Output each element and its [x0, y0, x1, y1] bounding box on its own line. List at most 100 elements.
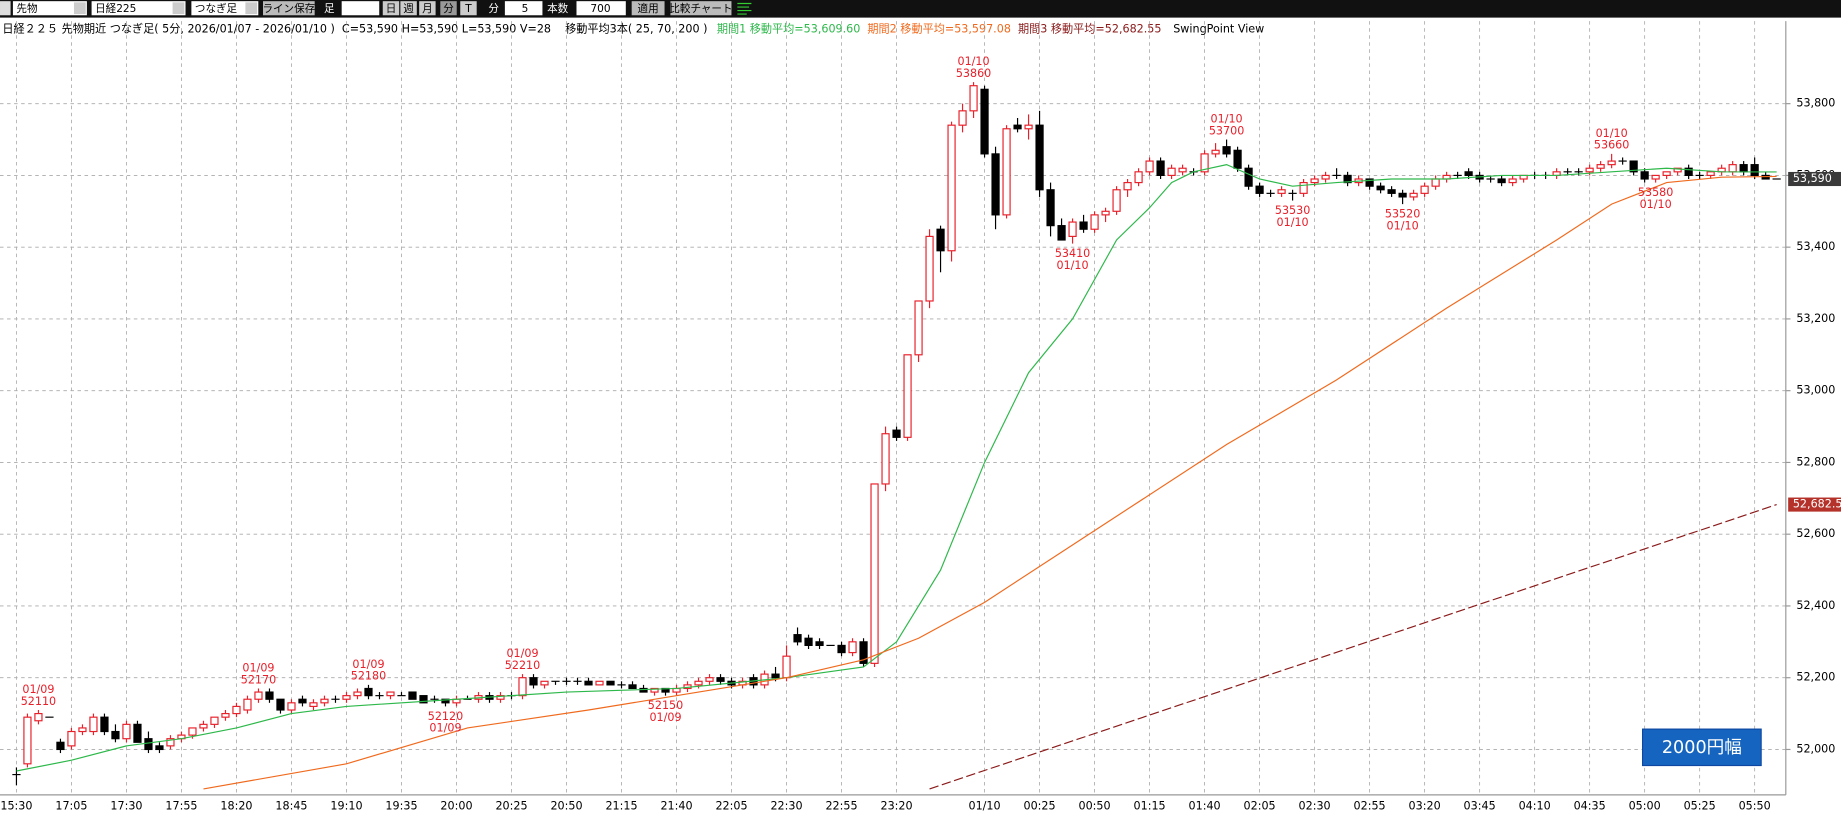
candle-body [1255, 185, 1264, 194]
swing-date: 01/10 [958, 55, 990, 68]
candle-body [89, 716, 98, 733]
candle-body [419, 695, 428, 704]
count-input[interactable] [576, 1, 626, 16]
candle-body [793, 634, 802, 643]
candle-body [265, 691, 274, 700]
range-button[interactable]: 2000円幅 [1641, 728, 1762, 767]
y-tick-label: 52,600 [1796, 527, 1835, 540]
select-arrow[interactable] [172, 2, 185, 15]
swing-value: 53530 [1275, 204, 1310, 217]
menu-arrow[interactable] [0, 1, 11, 16]
market-select[interactable] [12, 1, 87, 16]
candle-body [1398, 192, 1407, 198]
apply-text: 適用 [638, 2, 659, 15]
select-arrow[interactable] [73, 2, 86, 15]
candle-body [100, 716, 109, 733]
swing-value: 53700 [1209, 124, 1244, 137]
candle-body [1233, 149, 1242, 169]
candle-body [23, 716, 32, 765]
x-tick-label: 05:00 [1629, 800, 1661, 813]
chart-icon[interactable] [737, 2, 752, 15]
range-button-text[interactable]: 2000円幅 [1662, 738, 1742, 758]
candle-body [1013, 124, 1022, 130]
interval-input[interactable] [504, 1, 543, 16]
x-tick-label: 04:35 [1574, 800, 1606, 813]
swing-value: 52110 [21, 695, 56, 708]
x-tick-label: 00:50 [1079, 800, 1111, 813]
candle-body [1409, 192, 1418, 198]
candle-body [199, 723, 208, 729]
save-line-text: ライン保存 [262, 2, 315, 15]
ma-line [16, 164, 1777, 772]
candle-body [837, 644, 846, 654]
view-label: SwingPoint View [1173, 22, 1264, 35]
candle-body [1607, 160, 1616, 166]
x-tick-label: 19:35 [385, 800, 417, 813]
x-tick-label: 19:10 [330, 800, 362, 813]
candle-body [1112, 189, 1121, 212]
compare-button[interactable] [670, 1, 732, 16]
period-button[interactable] [419, 1, 436, 16]
interval-unit: 分 [488, 3, 499, 15]
candle-body [1673, 167, 1682, 173]
candle-body [595, 680, 604, 686]
candle-body [870, 483, 879, 664]
period-button[interactable] [440, 1, 457, 16]
candle-body [1002, 128, 1011, 216]
x-tick-label: 22:05 [715, 800, 747, 813]
candle-body [276, 698, 285, 711]
candle-body [1134, 171, 1143, 184]
candle-body [639, 687, 648, 693]
x-tick-label: 20:50 [550, 800, 582, 813]
candle-body [529, 677, 538, 686]
candle-body [1464, 171, 1473, 176]
candle-body [1750, 164, 1759, 176]
candle-body [1376, 185, 1385, 191]
bar-input[interactable] [341, 1, 380, 16]
candle-body [353, 691, 362, 697]
x-tick-label: 20:25 [495, 800, 527, 813]
candle-body [342, 695, 351, 700]
period-button-text: 月 [422, 3, 433, 15]
candle-body [1090, 214, 1099, 230]
candle-body [320, 698, 329, 704]
symbol-select[interactable] [91, 1, 186, 16]
apply-button[interactable] [631, 1, 665, 16]
swing-date: 01/10 [1596, 127, 1628, 140]
save-line-button[interactable] [263, 1, 315, 16]
y-tick-label: 52,000 [1796, 742, 1835, 755]
period-button[interactable] [382, 1, 400, 16]
candle-body [1420, 185, 1429, 194]
candle-body [1585, 167, 1594, 173]
candle-body [1244, 167, 1253, 187]
candle-body [1365, 178, 1374, 187]
x-tick-label: 04:10 [1519, 800, 1551, 813]
candle-body [1299, 181, 1308, 194]
candle-body [1068, 221, 1077, 237]
candle-body [1222, 146, 1231, 155]
x-tick-label: 02:55 [1354, 800, 1386, 813]
period-button-text: 日 [386, 3, 397, 15]
interval-text: 5 [522, 3, 529, 15]
x-tick-label: 18:45 [275, 800, 307, 813]
candle-body [210, 716, 219, 725]
candle-body [1596, 164, 1605, 169]
ma-caption: 移動平均3本( 25, 70, 200 ) [565, 21, 707, 35]
candle-body [155, 745, 164, 751]
candle-body [694, 680, 703, 686]
period-button[interactable] [460, 1, 477, 16]
period-button[interactable] [400, 1, 417, 16]
candle-body [606, 680, 615, 686]
swing-value: 52210 [505, 659, 540, 672]
candle-body [67, 730, 76, 747]
select-arrow[interactable] [245, 2, 258, 15]
kind-select[interactable] [191, 1, 259, 16]
candle-body [958, 110, 967, 126]
range-button-bg[interactable] [1641, 728, 1762, 767]
candle-body [980, 88, 989, 155]
swing-value: 53410 [1055, 247, 1090, 260]
candle-body [221, 712, 230, 718]
chart-header: 日経２２５ 先物期近 つなぎ足( 5分, 2026/01/07 - 2026/0… [2, 21, 1264, 35]
